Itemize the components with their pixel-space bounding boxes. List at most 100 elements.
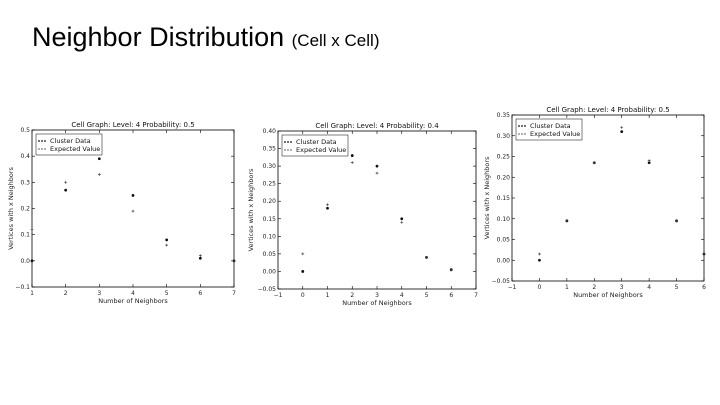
y-tick-label: 0.25 xyxy=(497,154,511,161)
y-tick-label: 0.35 xyxy=(263,146,277,153)
legend-marker-expected-value xyxy=(284,149,286,151)
x-tick-label: 3 xyxy=(97,290,101,297)
y-tick-label: 0.5 xyxy=(20,127,30,134)
slide-title: Neighbor Distribution (Cell x Cell) xyxy=(32,22,379,53)
chart-title: Cell Graph: Level: 4 Probability: 0.4 xyxy=(315,122,439,130)
x-tick-label: 4 xyxy=(400,292,404,299)
y-tick-label: 0.20 xyxy=(263,198,277,205)
y-tick-label: 0.30 xyxy=(497,133,511,140)
y-tick-label: 0.35 xyxy=(497,112,511,119)
y-tick-label: 0.25 xyxy=(263,181,277,188)
legend-marker-expected-value xyxy=(287,149,289,151)
x-tick-label: 2 xyxy=(350,292,354,299)
x-tick-label: 7 xyxy=(232,290,236,297)
scatter-chart-probability-0.4: −1 0 1 2 3 4 5 6 7 −0.05 0.00 0.05 0.10 0.15 0.20 0.25 0… xyxy=(247,122,478,307)
legend-marker-expected-value xyxy=(44,148,46,150)
y-tick-label: 0.00 xyxy=(497,257,511,264)
expected-value-point xyxy=(30,228,34,231)
legend-box xyxy=(281,134,349,157)
legend-box xyxy=(515,118,583,141)
x-tick-label: −1 xyxy=(274,292,283,299)
cluster-data-point xyxy=(198,256,202,260)
x-axis-label: Number of Neighbors xyxy=(342,299,412,307)
y-tick-label: 0.1 xyxy=(20,232,30,239)
y-tick-label: −0.05 xyxy=(258,286,277,293)
expected-value-point xyxy=(165,243,169,247)
cluster-data-point xyxy=(538,258,541,262)
scatter-chart-probability-0.5-left: 1 2 3 4 5 6 7 −0.1 0.0 0.1 0.2 0.3 0.4 0.5 Cell Graph:… xyxy=(7,121,236,305)
cluster-data-point xyxy=(620,130,624,133)
x-tick-label: 6 xyxy=(702,284,706,291)
chart-title: Cell Graph: Level: 4 Probability: 0.5 xyxy=(546,106,669,114)
legend-marker-cluster-data xyxy=(521,125,523,127)
x-tick-label: 4 xyxy=(647,284,651,291)
expected-value-point xyxy=(565,219,569,223)
cluster-data-point xyxy=(647,161,651,165)
expected-value-point xyxy=(400,220,404,224)
y-tick-label: 0.10 xyxy=(497,216,511,223)
cluster-data-point xyxy=(400,217,404,221)
legend-marker-expected-value xyxy=(518,133,520,135)
legend-marker-cluster-data xyxy=(44,140,46,142)
cluster-data-point xyxy=(350,154,354,157)
expected-value-point xyxy=(198,254,202,257)
expected-value-point xyxy=(647,159,651,163)
y-tick-label: −0.05 xyxy=(492,278,511,285)
y-tick-label: 0.05 xyxy=(263,251,277,258)
cluster-data-point xyxy=(165,238,169,242)
expected-value-point xyxy=(375,171,379,175)
cluster-data-point xyxy=(97,157,101,161)
plot-frame xyxy=(277,130,477,290)
legend-label: Cluster Data xyxy=(50,137,91,145)
cluster-data-point xyxy=(64,188,68,192)
expected-value-point xyxy=(592,161,596,165)
legend-marker-cluster-data xyxy=(290,141,292,143)
y-tick-label: 0.15 xyxy=(497,195,511,202)
x-tick-label: 3 xyxy=(375,292,379,299)
legend-label: Expected Value xyxy=(530,130,580,138)
x-tick-label: 2 xyxy=(592,284,596,291)
x-tick-label: 4 xyxy=(131,290,135,297)
y-tick-label: 0.3 xyxy=(20,179,30,186)
y-tick-label: 0.00 xyxy=(263,268,277,275)
legend-label: Cluster Data xyxy=(296,138,337,146)
expected-value-point xyxy=(232,259,236,263)
y-tick-label: 0.2 xyxy=(20,206,30,213)
expected-value-point xyxy=(131,209,135,213)
x-tick-label: 0 xyxy=(301,292,305,299)
expected-value-point xyxy=(449,268,453,272)
legend-marker-expected-value xyxy=(41,148,43,150)
expected-value-point xyxy=(425,256,428,259)
legend-label: Expected Value xyxy=(50,145,100,153)
cluster-data-point xyxy=(301,270,305,273)
y-axis-label: Vertices with x Neighbors xyxy=(247,168,255,251)
y-axis-label: Vertices with x Neighbors xyxy=(7,166,15,249)
cluster-data-point xyxy=(326,206,329,210)
cluster-data-point xyxy=(131,194,135,197)
x-tick-label: 7 xyxy=(474,292,478,299)
x-tick-label: 5 xyxy=(425,292,429,299)
expected-value-point xyxy=(301,252,305,256)
cluster-data-point xyxy=(375,164,379,168)
legend-label: Cluster Data xyxy=(530,122,571,130)
x-tick-label: 1 xyxy=(326,292,330,299)
expected-value-point xyxy=(538,252,541,256)
expected-value-point xyxy=(702,252,706,256)
x-tick-label: 2 xyxy=(64,290,68,297)
y-tick-label: 0.10 xyxy=(263,233,277,240)
y-tick-label: 0.05 xyxy=(497,237,511,244)
chart-title: Cell Graph: Level: 4 Probability: 0.5 xyxy=(71,121,194,129)
expected-value-point xyxy=(620,126,624,129)
x-tick-label: 0 xyxy=(538,284,542,291)
legend-marker-cluster-data xyxy=(518,125,520,127)
x-tick-label: −1 xyxy=(508,284,517,291)
legend-marker-cluster-data xyxy=(524,125,526,127)
plot-frame xyxy=(31,129,235,288)
expected-value-point xyxy=(675,219,678,223)
expected-value-point xyxy=(350,161,354,164)
slide-title-main: Neighbor Distribution xyxy=(32,22,285,52)
x-tick-label: 1 xyxy=(30,290,34,297)
legend-marker-expected-value xyxy=(524,133,526,135)
x-tick-label: 5 xyxy=(165,290,169,297)
slide-title-sub: (Cell x Cell) xyxy=(291,31,380,50)
